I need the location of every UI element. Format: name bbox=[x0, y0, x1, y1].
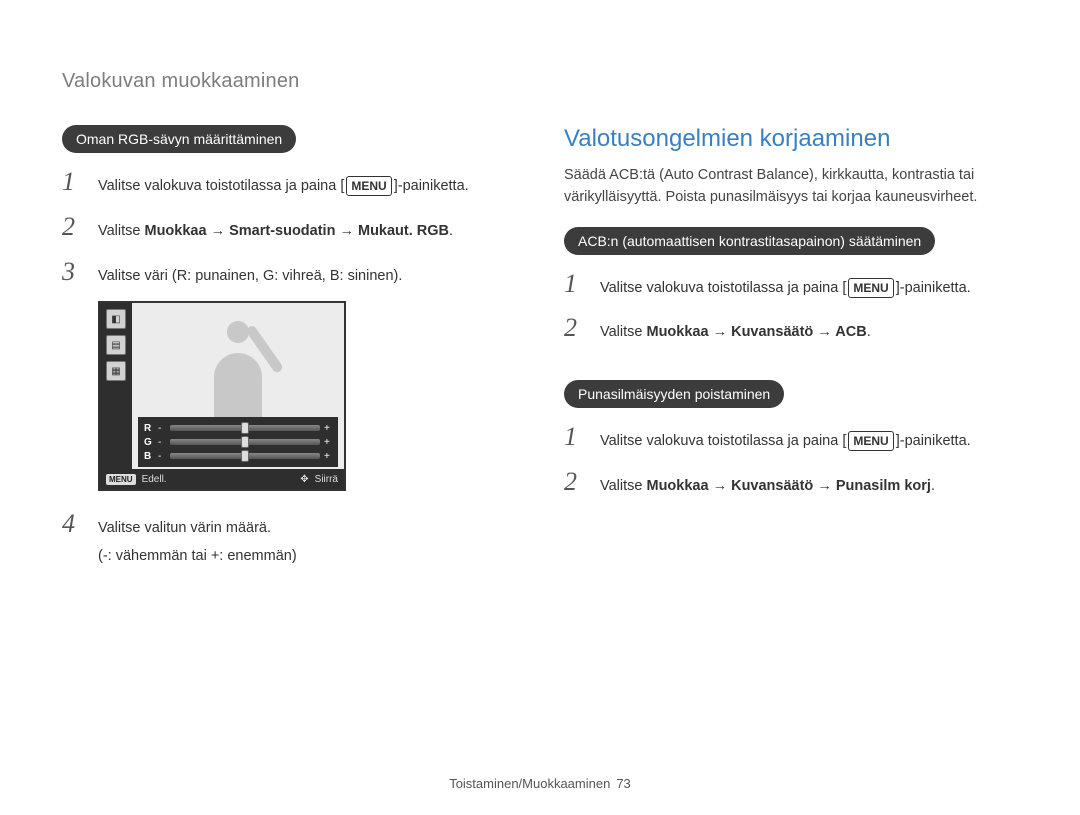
intro-text: Säädä ACB:tä (Auto Contrast Balance), ki… bbox=[564, 165, 1018, 209]
rgb-plus: + bbox=[324, 451, 332, 462]
step-text: Valitse valitun värin määrä. bbox=[98, 518, 271, 540]
rgb-knob bbox=[241, 422, 249, 434]
page-footer: Toistaminen/Muokkaaminen 73 bbox=[0, 776, 1080, 791]
section-title-exposure: Valotusongelmien korjaaminen bbox=[564, 125, 1018, 153]
text-fragment: Valitse bbox=[600, 324, 646, 340]
rgb-label: B bbox=[144, 451, 154, 462]
mock-footer-right: Siirrä bbox=[315, 474, 338, 485]
left-step-1: 1 Valitse valokuva toistotilassa ja pain… bbox=[62, 167, 516, 198]
step-text: Valitse Muokkaa → Kuvansäätö → Punasilm … bbox=[600, 476, 935, 498]
text-fragment: Valitse bbox=[600, 478, 646, 494]
rgb-minus: - bbox=[158, 437, 166, 448]
rgb-label: G bbox=[144, 437, 154, 448]
step-number: 1 bbox=[62, 167, 80, 197]
rgb-row-r: R - + bbox=[144, 421, 332, 435]
breadcrumb: Valokuvan muokkaaminen bbox=[62, 70, 1018, 93]
page-number: 73 bbox=[616, 776, 630, 791]
text-fragment: . bbox=[867, 324, 871, 340]
rgb-track bbox=[170, 439, 320, 445]
rgb-knob bbox=[241, 450, 249, 462]
rgb-plus: + bbox=[324, 423, 332, 434]
mock-icon-3: ▦ bbox=[106, 361, 126, 381]
rgb-track bbox=[170, 425, 320, 431]
left-step-2: 2 Valitse Muokkaa → Smart-suodatin → Muk… bbox=[62, 212, 516, 243]
rgb-minus: - bbox=[158, 451, 166, 462]
step-4-subtext: (-: vähemmän tai +: enemmän) bbox=[98, 548, 516, 564]
step-number: 2 bbox=[62, 212, 80, 242]
bold-path: Muokkaa → Smart-suodatin → Mukaut. RGB bbox=[144, 223, 449, 239]
text-fragment: ]-painiketta. bbox=[896, 433, 971, 449]
mock-footer-left: Edell. bbox=[142, 474, 167, 485]
mock-footer: MENU Edell. ✥ Siirrä bbox=[100, 469, 344, 489]
left-column: Oman RGB-sävyn määrittäminen 1 Valitse v… bbox=[62, 125, 516, 578]
step-number: 1 bbox=[564, 269, 582, 299]
rgb-label: R bbox=[144, 423, 154, 434]
pill-rgb-own: Oman RGB-sävyn määrittäminen bbox=[62, 125, 296, 153]
mock-footer-cross-icon: ✥ bbox=[300, 474, 308, 485]
step-number: 2 bbox=[564, 467, 582, 497]
acb-step-1: 1 Valitse valokuva toistotilassa ja pain… bbox=[564, 269, 1018, 300]
text-fragment: Valitse valokuva toistotilassa ja paina … bbox=[98, 178, 344, 194]
rgb-plus: + bbox=[324, 437, 332, 448]
text-fragment: Valitse valokuva toistotilassa ja paina … bbox=[600, 433, 846, 449]
rgb-row-b: B - + bbox=[144, 449, 332, 463]
left-step-4: 4 Valitse valitun värin määrä. bbox=[62, 509, 516, 540]
rgb-minus: - bbox=[158, 423, 166, 434]
step-text: Valitse Muokkaa → Smart-suodatin → Mukau… bbox=[98, 221, 453, 243]
bold-path: Muokkaa → Kuvansäätö → ACB bbox=[646, 324, 866, 340]
menu-badge: MENU bbox=[848, 431, 893, 451]
step-text: Valitse Muokkaa → Kuvansäätö → ACB. bbox=[600, 322, 871, 344]
acb-step-2: 2 Valitse Muokkaa → Kuvansäätö → ACB. bbox=[564, 313, 1018, 344]
menu-badge: MENU bbox=[346, 176, 391, 196]
rgb-panel: R - + G - + B - + bbox=[138, 417, 338, 467]
step-text: Valitse valokuva toistotilassa ja paina … bbox=[600, 431, 971, 453]
step-text: Valitse väri (R: punainen, G: vihreä, B:… bbox=[98, 266, 402, 288]
mock-silhouette bbox=[132, 303, 344, 425]
text-fragment: . bbox=[449, 223, 453, 239]
menu-badge: MENU bbox=[848, 278, 893, 298]
text-fragment: ]-painiketta. bbox=[896, 280, 971, 296]
step-number: 4 bbox=[62, 509, 80, 539]
mock-icon-2: ▤ bbox=[106, 335, 126, 355]
step-text: Valitse valokuva toistotilassa ja paina … bbox=[600, 278, 971, 300]
rgb-knob bbox=[241, 436, 249, 448]
step-number: 3 bbox=[62, 257, 80, 287]
mock-footer-badge: MENU bbox=[106, 474, 136, 485]
rgb-row-g: G - + bbox=[144, 435, 332, 449]
step-number: 2 bbox=[564, 313, 582, 343]
redeye-step-1: 1 Valitse valokuva toistotilassa ja pain… bbox=[564, 422, 1018, 453]
footer-text: Toistaminen/Muokkaaminen bbox=[449, 776, 610, 791]
text-fragment: ]-painiketta. bbox=[394, 178, 469, 194]
step-number: 1 bbox=[564, 422, 582, 452]
text-fragment: . bbox=[931, 478, 935, 494]
bold-path: Muokkaa → Kuvansäätö → Punasilm korj bbox=[646, 478, 930, 494]
rgb-track bbox=[170, 453, 320, 459]
text-fragment: Valitse valokuva toistotilassa ja paina … bbox=[600, 280, 846, 296]
rgb-adjust-screenshot: ◧ ▤ ▦ R - + G bbox=[98, 301, 346, 491]
mock-sidebar: ◧ ▤ ▦ bbox=[100, 303, 132, 489]
step-text: Valitse valokuva toistotilassa ja paina … bbox=[98, 176, 469, 198]
pill-acb: ACB:n (automaattisen kontrastitasapainon… bbox=[564, 227, 935, 255]
right-column: Valotusongelmien korjaaminen Säädä ACB:t… bbox=[564, 125, 1018, 578]
mock-icon-1: ◧ bbox=[106, 309, 126, 329]
text-fragment: Valitse bbox=[98, 223, 144, 239]
pill-redeye: Punasilmäisyyden poistaminen bbox=[564, 380, 784, 408]
left-step-3: 3 Valitse väri (R: punainen, G: vihreä, … bbox=[62, 257, 516, 288]
redeye-step-2: 2 Valitse Muokkaa → Kuvansäätö → Punasil… bbox=[564, 467, 1018, 498]
